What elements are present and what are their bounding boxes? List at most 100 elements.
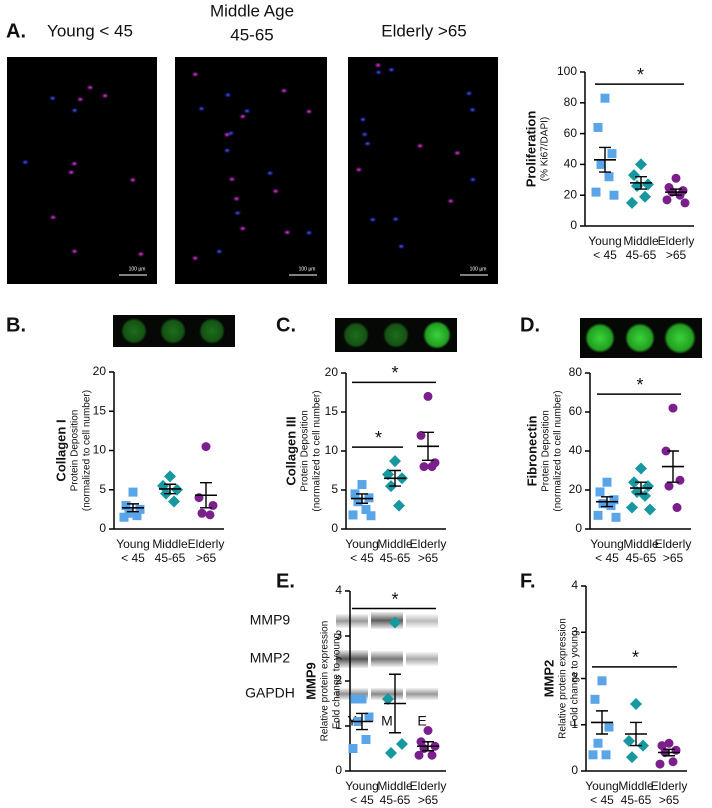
blot-lane-label: M: [381, 713, 393, 729]
x-tick-label: Young: [585, 779, 619, 793]
error-bar: [127, 503, 139, 513]
y-tick-label: 60: [564, 126, 578, 140]
data-point: [164, 470, 176, 483]
data-point: [672, 503, 682, 513]
data-point: [588, 750, 598, 760]
data-point: [197, 508, 207, 518]
data-point: [393, 499, 405, 512]
panel-label: E.: [276, 570, 295, 592]
nucleus: [446, 198, 455, 205]
data-point: [642, 480, 654, 493]
x-tick-label: < 45: [593, 248, 617, 262]
y-tick-label: 3: [335, 628, 342, 642]
x-tick-label: Middle: [618, 779, 654, 793]
y-tick-label: 2: [335, 673, 342, 687]
data-point: [596, 159, 606, 169]
data-point: [607, 149, 617, 159]
data-point: [598, 499, 608, 509]
x-tick-label: Middle: [377, 537, 413, 551]
image-header: Middle Age: [210, 1, 294, 20]
nucleus: [223, 147, 232, 154]
x-tick-label: Young: [590, 537, 624, 551]
nucleus: [48, 95, 57, 102]
x-tick-label: Young: [588, 234, 622, 248]
data-point: [635, 462, 647, 475]
data-point: [664, 481, 674, 491]
data-point: [655, 759, 665, 769]
error-bar: [635, 176, 647, 190]
nucleus: [397, 243, 406, 250]
nucleus: [464, 90, 473, 97]
data-point: [361, 505, 371, 514]
data-point: [626, 501, 638, 514]
x-tick-label: Young: [345, 779, 379, 793]
nucleus: [305, 229, 314, 236]
data-point: [119, 512, 129, 522]
y-axis-sublabel: (normalized to cell number): [82, 390, 93, 511]
y-tick-label: 20: [564, 187, 578, 201]
x-tick-label: >65: [418, 793, 439, 807]
y-axis-sublabel: Fold change to young: [332, 633, 343, 729]
y-axis-sublabel: Relative protein expression: [320, 621, 331, 742]
x-tick-label: >65: [418, 551, 439, 565]
image-header: Young < 45: [47, 21, 133, 40]
nucleus: [49, 214, 58, 221]
nucleus: [191, 255, 200, 262]
data-point: [609, 495, 619, 505]
error-bar: [596, 710, 608, 735]
y-tick-label: 100: [557, 64, 577, 78]
x-tick-label: Young: [116, 537, 150, 551]
y-tick-label: 15: [325, 404, 339, 418]
nucleus: [416, 142, 425, 149]
x-tick-label: >65: [659, 793, 680, 807]
y-axis-sublabel: (% Ki67/DAPI): [540, 117, 551, 181]
error-bar: [599, 146, 611, 173]
x-tick-label: 45-65: [621, 793, 652, 807]
data-point: [604, 722, 614, 732]
data-point: [389, 616, 401, 629]
data-point: [350, 694, 360, 704]
nucleus: [374, 69, 383, 76]
data-point: [637, 739, 649, 752]
nucleus: [223, 91, 232, 98]
blot-lane-label: E: [417, 713, 426, 729]
nucleus: [191, 71, 200, 78]
data-point: [601, 750, 611, 760]
data-point: [135, 504, 145, 514]
y-tick-label: 4: [571, 578, 578, 592]
panel-label: A.: [6, 20, 26, 42]
nucleus: [358, 116, 367, 123]
western-blot: [336, 612, 438, 700]
nucleus: [70, 248, 79, 255]
blot-row-label: MMP9: [250, 612, 291, 628]
data-point: [348, 744, 358, 753]
y-tick-label: 0: [331, 521, 338, 535]
y-tick-label: 1: [571, 717, 578, 731]
panel-label: D.: [520, 314, 540, 336]
data-point: [427, 750, 437, 760]
x-tick-label: Elderly: [651, 779, 688, 793]
data-point: [591, 187, 601, 197]
y-tick-label: 0: [570, 218, 577, 232]
data-point: [414, 750, 424, 760]
microscopy-image: [7, 57, 157, 284]
data-point: [168, 495, 180, 508]
error-bar: [663, 748, 675, 757]
nucleus: [374, 62, 383, 69]
y-axis-sublabel: Protein Deposition: [541, 410, 552, 492]
y-tick-label: 80: [564, 95, 578, 109]
data-point: [357, 694, 367, 704]
x-tick-label: Elderly: [188, 537, 225, 551]
x-tick-label: 45-65: [380, 793, 411, 807]
nucleus: [197, 105, 206, 112]
nucleus: [76, 96, 85, 103]
significance-label: *: [391, 589, 398, 609]
y-axis-label: Collagen III: [283, 416, 298, 485]
data-point: [419, 462, 429, 472]
data-point: [671, 173, 681, 183]
data-point: [128, 487, 138, 497]
error-bar: [389, 673, 401, 734]
x-tick-label: Middle: [623, 234, 659, 248]
scale-bar-label: 100 µm: [129, 266, 146, 272]
data-point: [593, 122, 603, 132]
